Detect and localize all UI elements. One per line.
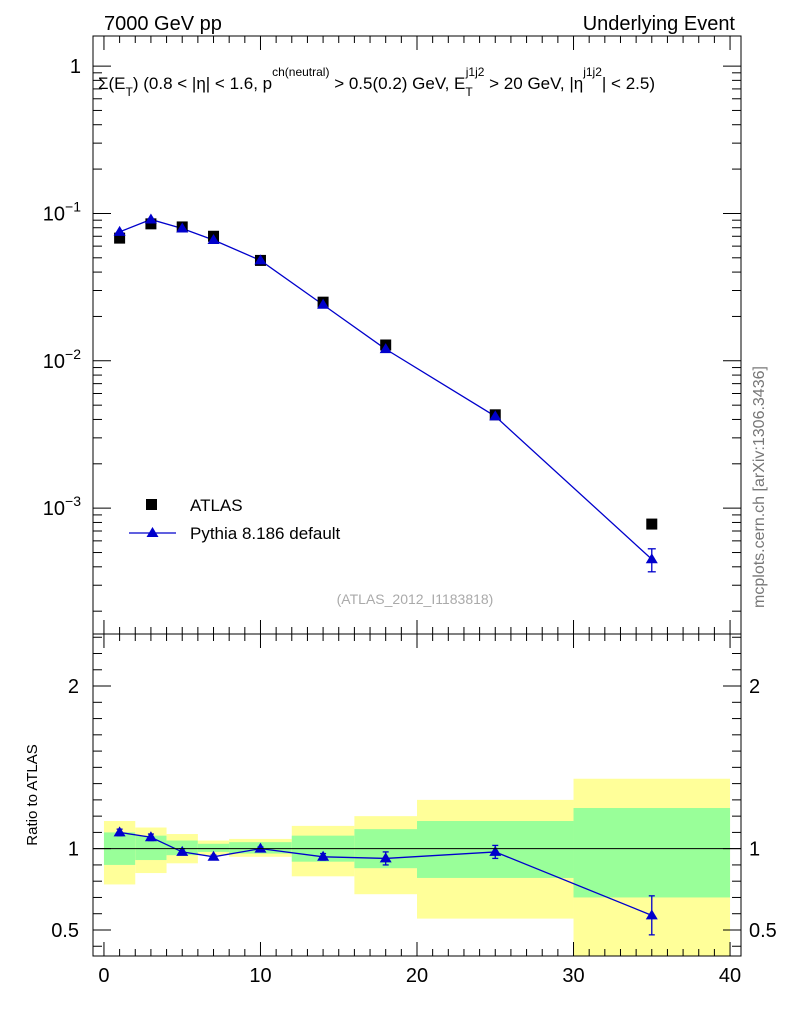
ratio-inner-band — [197, 843, 230, 852]
ratio-x-tick-label: 30 — [562, 965, 584, 987]
pythia-data-point — [489, 410, 502, 421]
ratio-y-tick-label: 1 — [68, 839, 79, 861]
pythia-data-point — [379, 343, 392, 354]
ratio-y-tick-label-right: 2 — [749, 676, 760, 698]
pythia-ratio-point — [144, 831, 157, 842]
ratio-y-tick-label: 2 — [68, 676, 79, 698]
ratio-x-tick-label: 20 — [406, 965, 428, 987]
pythia-ratio-point — [645, 909, 658, 920]
pythia-ratio-point — [113, 826, 126, 837]
pythia-data-point — [317, 298, 330, 309]
legend-pythia-label: Pythia 8.186 default — [190, 524, 341, 543]
legend: ATLAS Pythia 8.186 default — [129, 496, 341, 543]
ratio-y-tick-label-right: 0.5 — [749, 920, 777, 942]
ratio-y-tick-label: 0.5 — [51, 920, 79, 942]
main-y-tick-label: 10−1 — [43, 198, 81, 225]
ratio-x-tick-label: 0 — [98, 965, 109, 987]
atlas-data-point — [114, 232, 126, 244]
ratio-x-tick-label: 40 — [719, 965, 741, 987]
pythia-ratio-point — [176, 845, 189, 856]
pythia-ratio-point — [489, 845, 502, 856]
legend-atlas-label: ATLAS — [190, 496, 243, 515]
ratio-y-axis-label: Ratio to ATLAS — [24, 744, 41, 845]
atlas-data-point — [646, 518, 658, 530]
ratio-x-tick-label: 10 — [249, 965, 271, 987]
main-panel-frame — [92, 35, 742, 635]
pythia-ratio-point — [317, 850, 330, 861]
header-left-label: 7000 GeV pp — [104, 13, 222, 35]
ratio-y-tick-label-right: 1 — [749, 839, 760, 861]
header-right-label: Underlying Event — [583, 13, 736, 35]
pythia-data-point — [144, 213, 157, 224]
pythia-data-point — [176, 222, 189, 233]
ratio-inner-band — [573, 808, 731, 898]
legend-atlas-marker — [146, 499, 157, 510]
pythia-data-point — [113, 225, 126, 236]
main-y-tick-label: 1 — [70, 56, 81, 78]
source-side-label: mcplots.cern.ch [arXiv:1306.3436] — [751, 366, 768, 608]
pythia-ratio-point — [379, 852, 392, 863]
chart-title: Σ(ET) (0.8 < |η| < 1.6, pch(neutral) > 0… — [98, 65, 655, 99]
pythia-data-point — [254, 254, 267, 265]
pythia-ratio-point — [254, 842, 267, 853]
atlas-data-point — [145, 218, 157, 230]
pythia-ratio-point — [207, 850, 220, 861]
main-y-tick-label: 10−2 — [43, 346, 81, 373]
ratio-panel-axes: 0 10 20 30 40 0.5 0.5 1 1 2 2 — [51, 634, 777, 987]
main-y-tick-label: 10−3 — [43, 493, 81, 520]
main-panel-axes: 10−3 10−2 10−1 1 — [43, 36, 741, 634]
pythia-data-point — [207, 234, 220, 245]
pythia-data-point — [645, 553, 658, 564]
ratio-uncertainty-bands — [103, 778, 731, 956]
analysis-watermark: (ATLAS_2012_I1183818) — [337, 591, 494, 607]
legend-pythia-marker — [146, 527, 159, 537]
main-panel-marks — [113, 213, 658, 573]
